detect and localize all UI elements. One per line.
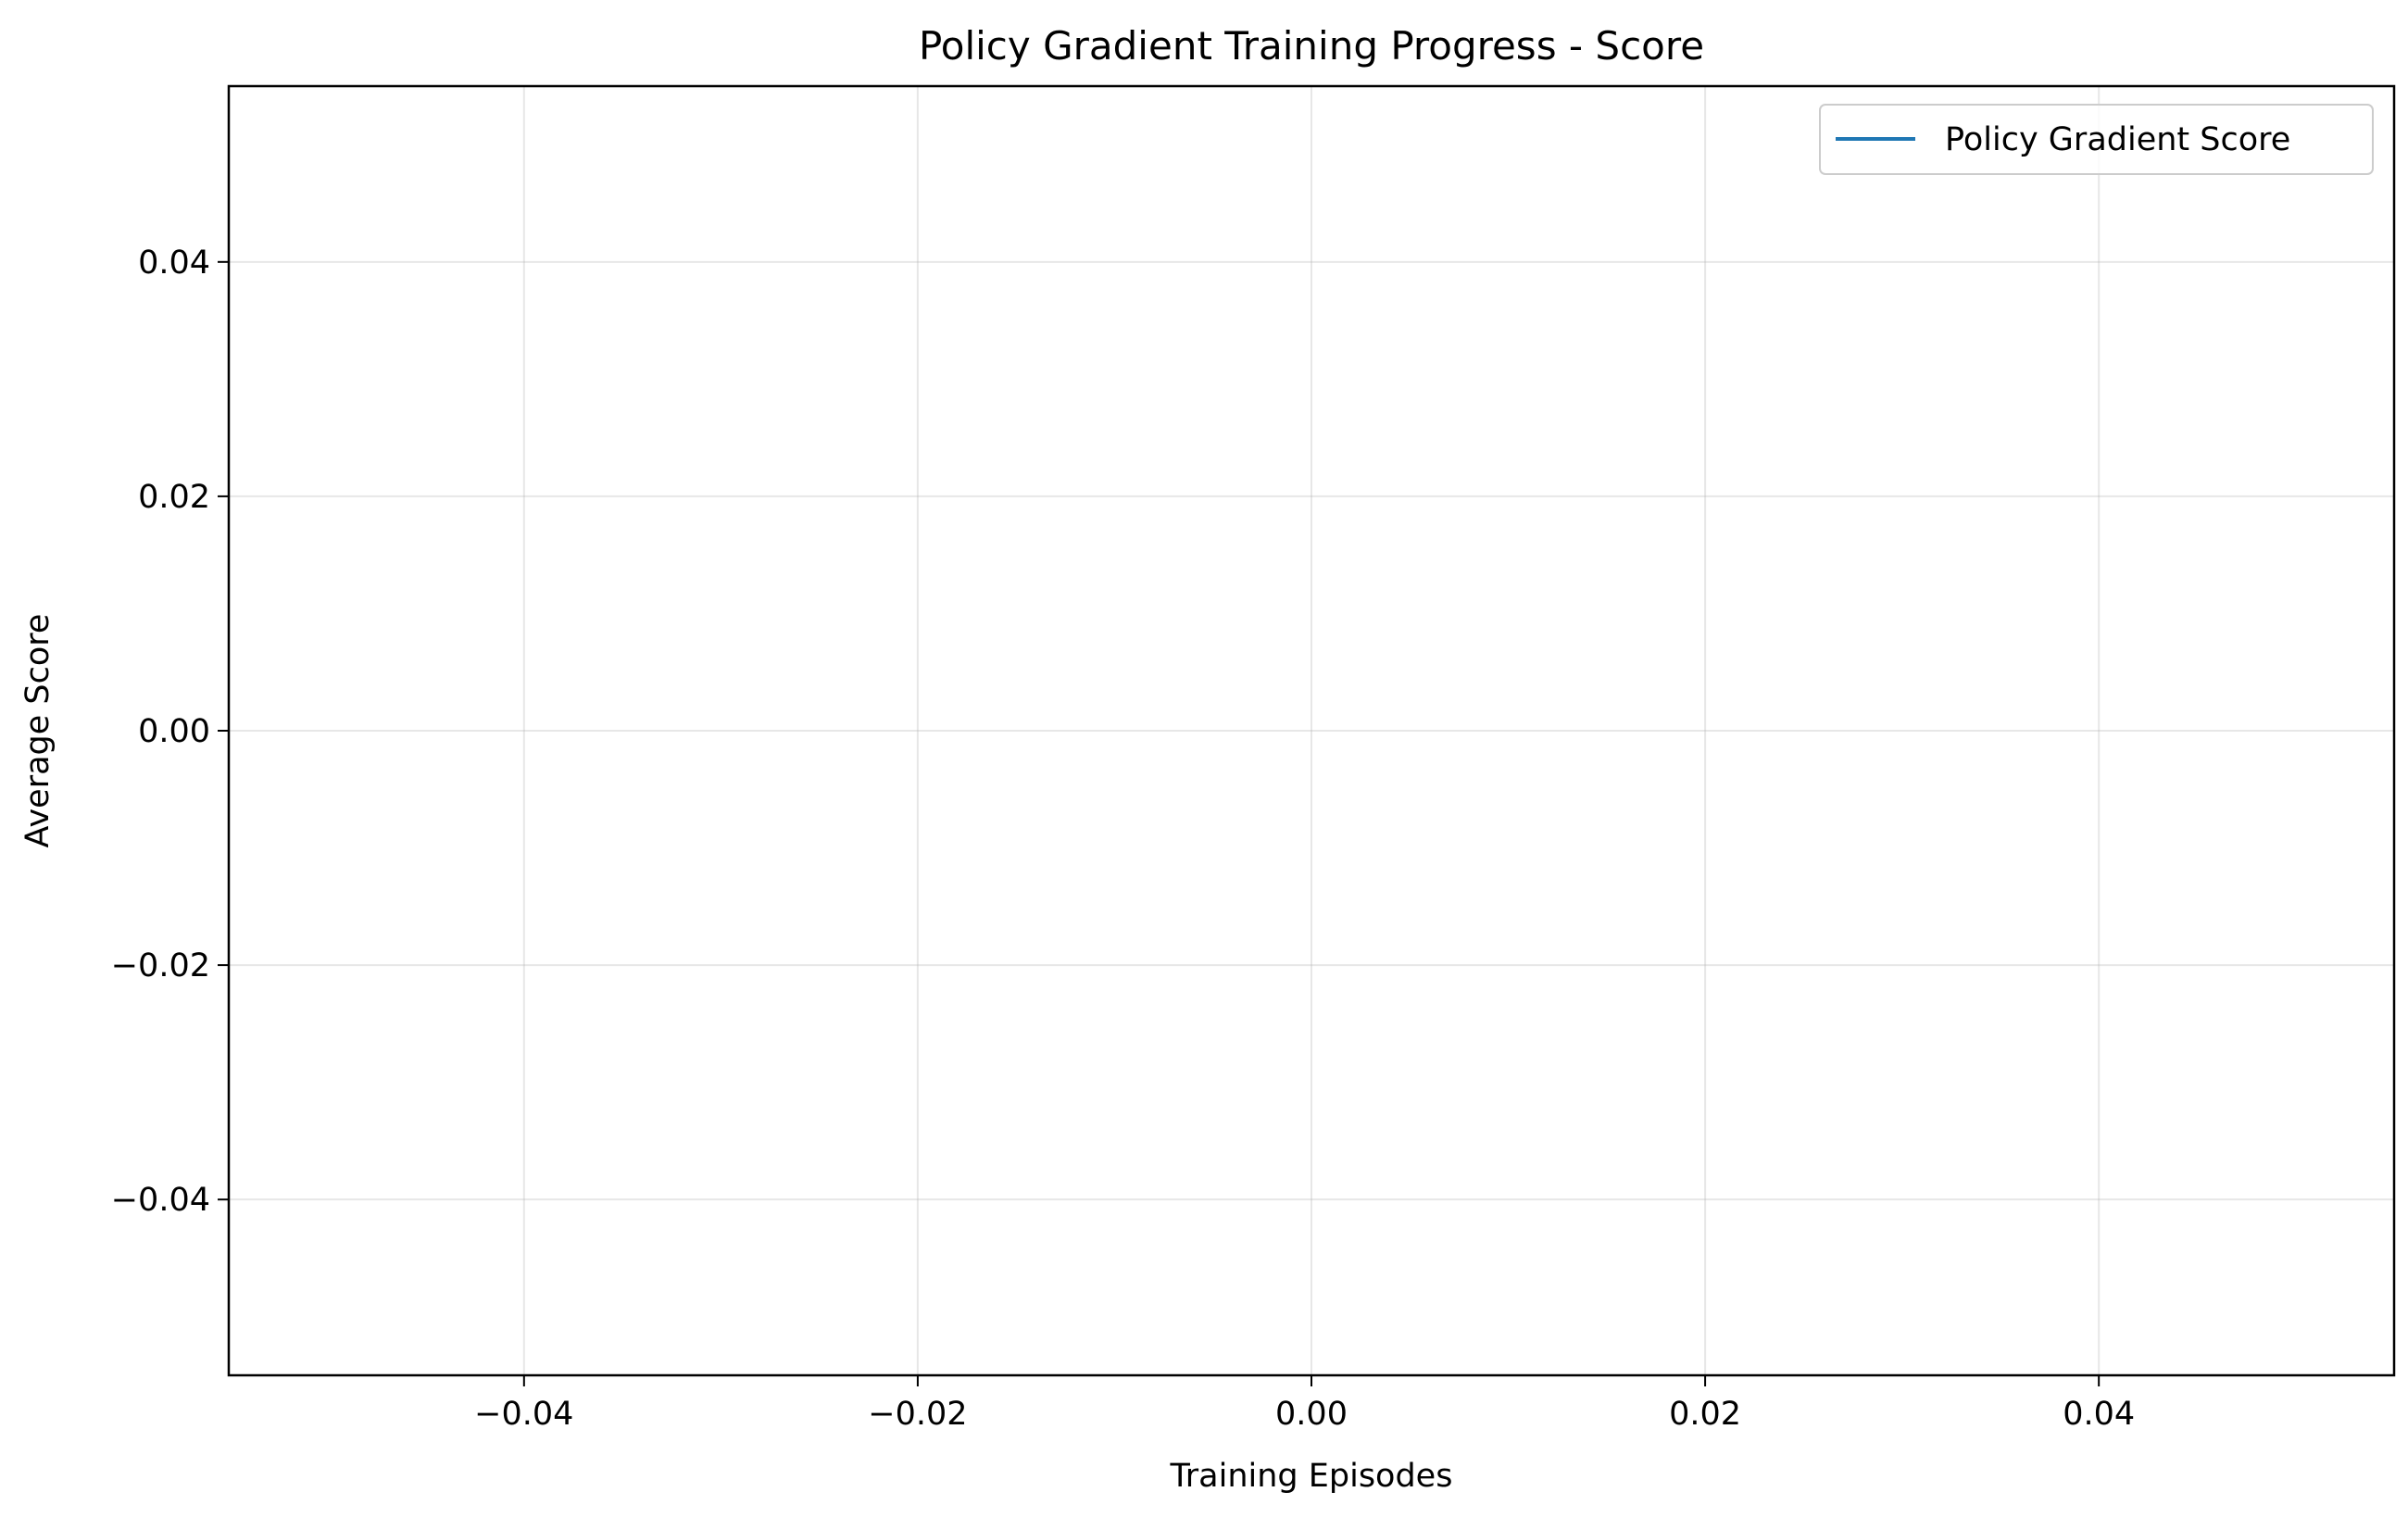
x-tick-label: −0.02 xyxy=(868,1396,967,1433)
x-tick-label: 0.00 xyxy=(1275,1396,1348,1433)
y-tick-label: 0.02 xyxy=(138,479,210,516)
x-axis-label: Training Episodes xyxy=(1170,1458,1453,1495)
x-tick-label: −0.04 xyxy=(474,1396,573,1433)
grid xyxy=(229,86,2394,1375)
legend: Policy Gradient Score xyxy=(1819,104,2374,175)
y-tick-label: −0.04 xyxy=(111,1182,210,1219)
legend-box xyxy=(1819,104,2374,175)
y-tick-label: 0.00 xyxy=(138,713,210,750)
y-axis-ticks: −0.04 −0.02 0.00 0.02 0.04 xyxy=(111,244,229,1219)
x-tick-label: 0.04 xyxy=(2063,1396,2135,1433)
x-tick-label: 0.02 xyxy=(1669,1396,1741,1433)
y-tick-label: −0.02 xyxy=(111,947,210,984)
chart-title: Policy Gradient Training Progress - Scor… xyxy=(919,23,1704,69)
legend-label: Policy Gradient Score xyxy=(1945,121,2290,158)
y-tick-label: 0.04 xyxy=(138,244,210,282)
x-axis-ticks: −0.04 −0.02 0.00 0.02 0.04 xyxy=(474,1375,2135,1433)
y-axis-label: Average Score xyxy=(19,614,56,848)
